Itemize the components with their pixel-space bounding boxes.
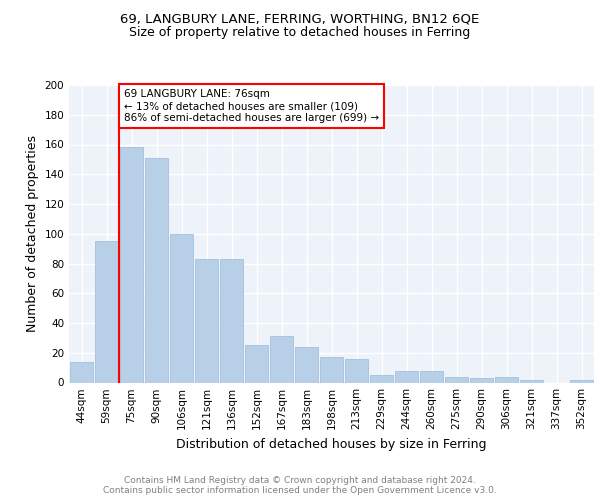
Bar <box>470 378 493 382</box>
Bar <box>95 241 118 382</box>
Text: 69, LANGBURY LANE, FERRING, WORTHING, BN12 6QE: 69, LANGBURY LANE, FERRING, WORTHING, BN… <box>121 12 479 26</box>
Bar <box>345 358 368 382</box>
Bar <box>445 376 468 382</box>
Bar <box>170 234 193 382</box>
Bar <box>270 336 293 382</box>
Text: Size of property relative to detached houses in Ferring: Size of property relative to detached ho… <box>130 26 470 39</box>
Bar <box>220 259 243 382</box>
Y-axis label: Number of detached properties: Number of detached properties <box>26 135 39 332</box>
Bar <box>395 370 418 382</box>
Bar <box>495 376 518 382</box>
Bar <box>70 362 93 382</box>
Bar <box>370 375 393 382</box>
Text: 69 LANGBURY LANE: 76sqm
← 13% of detached houses are smaller (109)
86% of semi-d: 69 LANGBURY LANE: 76sqm ← 13% of detache… <box>124 90 379 122</box>
Bar <box>520 380 543 382</box>
Text: Contains HM Land Registry data © Crown copyright and database right 2024.
Contai: Contains HM Land Registry data © Crown c… <box>103 476 497 495</box>
Bar <box>420 370 443 382</box>
Bar <box>195 259 218 382</box>
Bar <box>320 357 343 382</box>
X-axis label: Distribution of detached houses by size in Ferring: Distribution of detached houses by size … <box>176 438 487 451</box>
Bar <box>295 347 318 382</box>
Bar <box>145 158 168 382</box>
Bar <box>120 148 143 382</box>
Bar <box>570 380 593 382</box>
Bar <box>245 346 268 383</box>
